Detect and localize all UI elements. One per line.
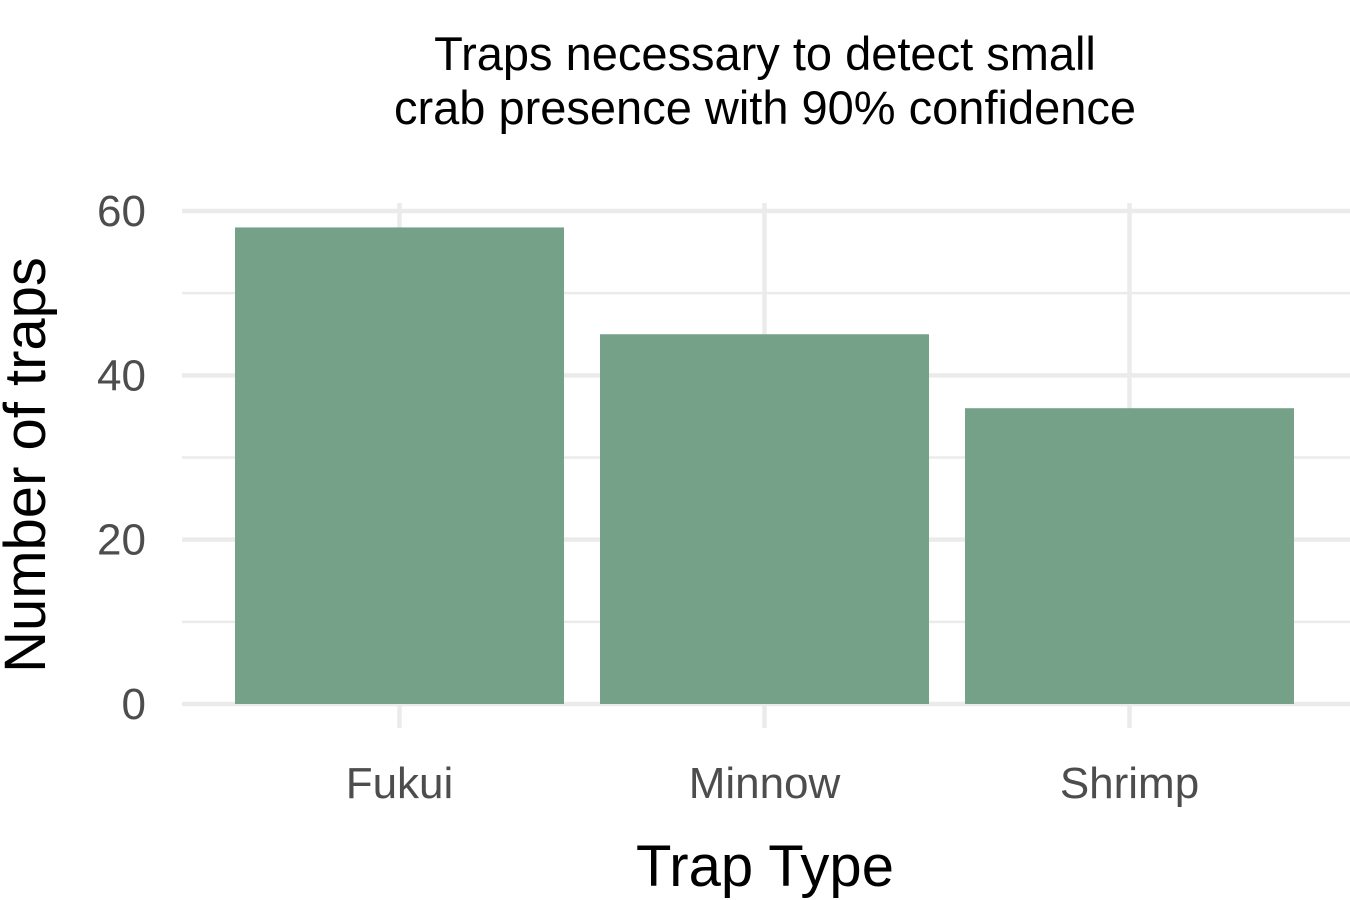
y-tick-label: 40 — [97, 351, 146, 400]
y-tick-label: 0 — [122, 680, 146, 729]
bar-shrimp — [965, 408, 1294, 704]
x-axis-tick-labels: Fukui Minnow Shrimp — [346, 759, 1199, 808]
y-axis-tick-labels: 0 20 40 60 — [97, 187, 146, 729]
x-tick-label: Fukui — [346, 759, 454, 808]
x-tick-label: Minnow — [689, 759, 841, 808]
x-tick-label: Shrimp — [1060, 759, 1199, 808]
bar-fukui — [235, 227, 564, 704]
y-tick-label: 20 — [97, 516, 146, 565]
chart-title-line-1: Traps necessary to detect small — [434, 27, 1096, 80]
chart-title-line-2: crab presence with 90% confidence — [394, 81, 1136, 134]
y-tick-label: 60 — [97, 187, 146, 236]
x-axis-title: Trap Type — [636, 834, 894, 899]
bar-minnow — [600, 334, 929, 704]
bar-layer — [235, 227, 1294, 704]
y-axis-title: Number of traps — [0, 257, 58, 673]
